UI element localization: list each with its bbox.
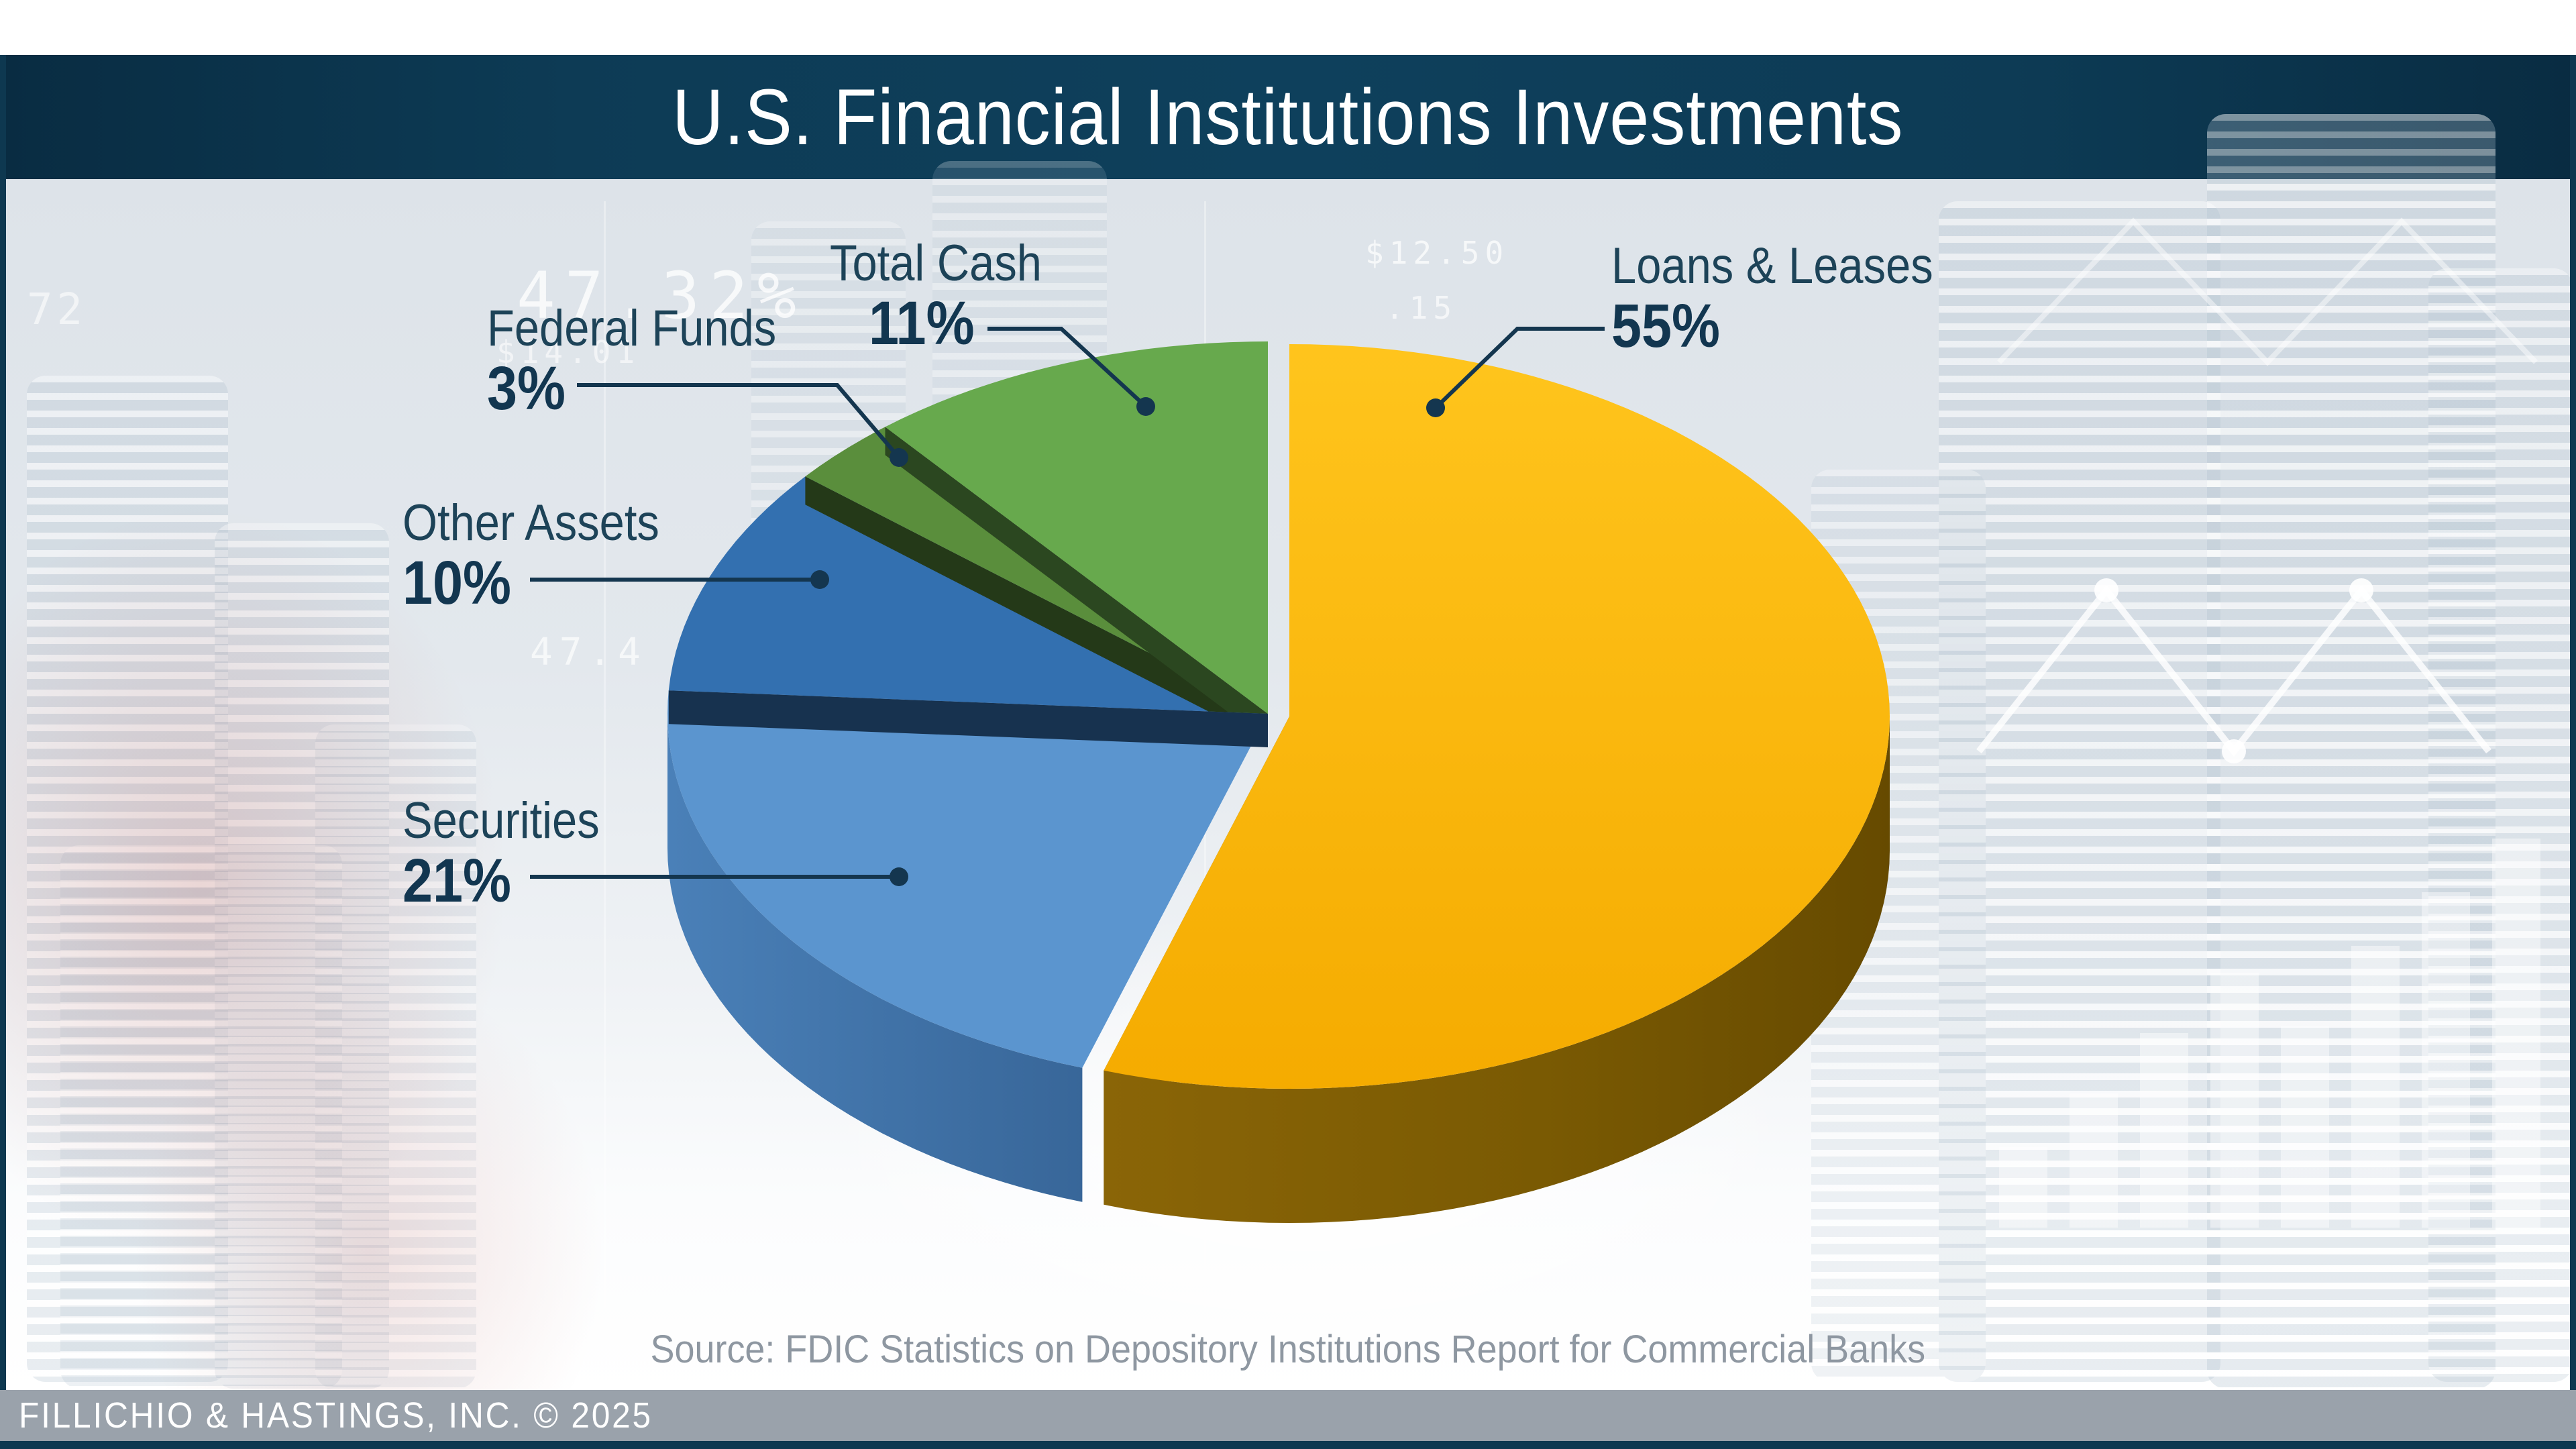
slice-value: 21% (402, 847, 512, 915)
background-bars (1999, 839, 2540, 1228)
slice-label: Total Cash (830, 235, 1042, 292)
callout-federal-funds: Federal Funds 3% (487, 299, 816, 423)
coin-stack (60, 845, 342, 1389)
watermark-decimal: .15 (1385, 290, 1458, 326)
slice-label: Federal Funds (487, 300, 777, 357)
source-attribution: Source: FDIC Statistics on Depository In… (650, 1328, 1926, 1371)
watermark-dollar: $14.01 (496, 334, 641, 370)
leader-lines (530, 327, 1605, 886)
watermark-number: 47.4 (530, 631, 647, 674)
right-edge-border (2570, 55, 2576, 1393)
callout-total-cash: Total Cash 11% (830, 233, 1071, 358)
bottom-navy-strip (0, 1441, 2576, 1449)
coin-stack (2207, 114, 2496, 1389)
watermark-percent: 47.32% (517, 258, 806, 333)
left-edge-border (0, 55, 6, 1393)
slice-label: Securities (402, 792, 600, 849)
callout-loans-leases: Loans & Leases 55% (1611, 236, 1977, 361)
slice-value: 10% (402, 549, 512, 617)
watermark-number: 72 (27, 285, 87, 335)
callout-securities: Securities 21% (402, 791, 627, 916)
grid-vline (604, 201, 606, 1308)
page-title: U.S. Financial Institutions Investments (672, 72, 1904, 162)
footer-text: FILLICHIO & HASTINGS, INC. © 2025 (19, 1395, 653, 1436)
watermark-dollar: $12.50 (1365, 235, 1509, 271)
slice-label: Loans & Leases (1611, 237, 1933, 294)
footer-band: FILLICHIO & HASTINGS, INC. © 2025 (0, 1390, 2576, 1441)
slice-label: Other Assets (402, 494, 659, 551)
pie-3d (667, 341, 1890, 1223)
callout-other-assets: Other Assets 10% (402, 493, 694, 618)
header-band: U.S. Financial Institutions Investments (0, 55, 2576, 179)
top-white-strip (0, 0, 2576, 55)
slice-value: 11% (869, 289, 975, 358)
background-chart-lines (1976, 217, 2540, 1228)
slice-value: 55% (1611, 292, 1721, 360)
coin-stack (315, 724, 476, 1389)
coin-stack (2428, 268, 2573, 1382)
slice-value: 3% (487, 354, 566, 423)
coin-stack (27, 376, 228, 1382)
coin-stack (215, 523, 389, 1389)
